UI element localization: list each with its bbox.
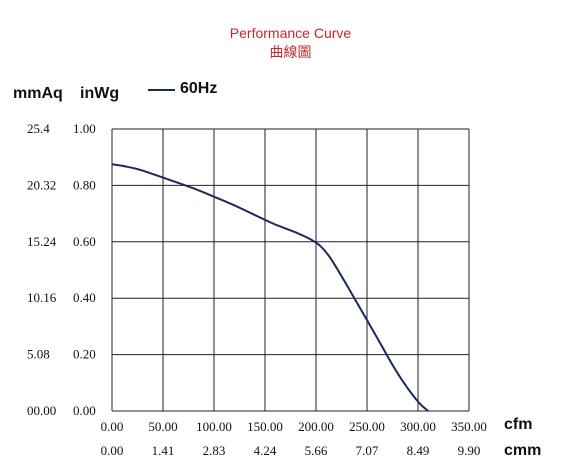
y-tick-label-mmaq: 20.32	[27, 177, 56, 192]
x-unit-cfm: cfm	[504, 416, 533, 433]
y-tick-label-inwg: 0.20	[73, 347, 96, 362]
y-tick-label-mmaq: 00.00	[27, 403, 56, 418]
x-tick-label-cfm: 0.00	[101, 419, 124, 434]
y-tick-label-inwg: 0.40	[73, 290, 96, 305]
y-tick-label-mmaq: 5.08	[27, 347, 50, 362]
chart-subtitle: 曲線圖	[269, 44, 312, 60]
y-tick-label-inwg: 1.00	[73, 121, 96, 136]
x-tick-label-cmm: 2.83	[203, 443, 226, 458]
x-unit-cmm: cmm	[504, 442, 542, 459]
y-unit-inwg: inWg	[80, 85, 120, 102]
chart-title: Performance Curve	[229, 25, 352, 41]
series-line-60hz	[111, 163, 429, 412]
y-tick-label-inwg: 0.60	[73, 234, 96, 249]
x-tick-label-cfm: 50.00	[148, 419, 177, 434]
y-tick-label-inwg: 0.00	[73, 403, 96, 418]
x-tick-label-cmm: 5.66	[305, 443, 328, 458]
y-tick-label-mmaq: 15.24	[27, 234, 57, 249]
y-tick-label-mmaq: 10.16	[27, 290, 57, 305]
x-tick-label-cmm: 7.07	[356, 443, 379, 458]
x-tick-label-cmm: 1.41	[152, 443, 175, 458]
x-tick-label-cfm: 250.00	[349, 419, 385, 434]
y-unit-mmaq: mmAq	[13, 85, 63, 102]
x-tick-label-cfm: 350.00	[451, 419, 487, 434]
x-tick-label-cfm: 150.00	[247, 419, 283, 434]
y-tick-label-mmaq: 25.4	[27, 121, 50, 136]
x-tick-label-cfm: 200.00	[298, 419, 334, 434]
y-tick-label-inwg: 0.80	[73, 177, 96, 192]
x-tick-label-cmm: 9.90	[458, 443, 481, 458]
x-tick-label-cmm: 4.24	[254, 443, 277, 458]
x-tick-label-cfm: 300.00	[400, 419, 436, 434]
legend-line-60hz	[148, 89, 175, 91]
legend-label-60hz: 60Hz	[180, 80, 218, 97]
x-tick-label-cmm: 8.49	[407, 443, 430, 458]
x-tick-label-cfm: 100.00	[196, 419, 232, 434]
x-tick-label-cmm: 0.00	[101, 443, 124, 458]
